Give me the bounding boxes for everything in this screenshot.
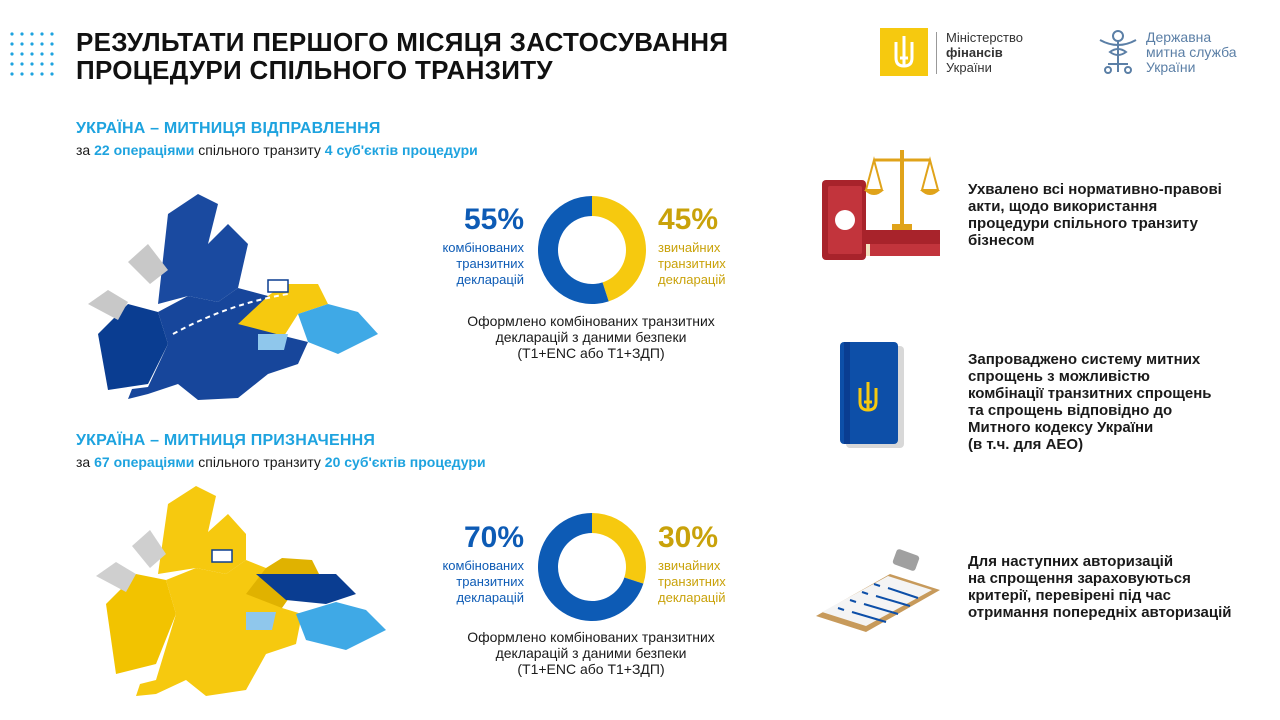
clipboard-checklist-icon [816, 549, 940, 632]
donut1-right-percent: 45% [658, 203, 719, 236]
dots-decoration-icon [10, 32, 54, 76]
customs-logo-line2: митна служба [1146, 44, 1237, 60]
donut2-right-percent: 30% [658, 521, 719, 554]
customs-logo-line3: України [1146, 59, 1196, 75]
item-authorizations-text: Для наступних авторизацій на спрощення з… [968, 553, 1232, 621]
state-customs-logo: Державна митна служба України [1096, 26, 1266, 80]
page-title: РЕЗУЛЬТАТИ ПЕРШОГО МІСЯЦЯ ЗАСТОСУВАННЯ П… [76, 28, 728, 84]
europe-map-blue-icon [88, 194, 378, 400]
trident-emblem-icon [880, 28, 928, 76]
donut1-caption: Оформлено комбінованих транзитних деклар… [467, 313, 715, 361]
donut1-left-label: комбінованих транзитних декларацій [442, 240, 524, 287]
donut-slice-regular [592, 196, 646, 302]
section-departure-title: УКРАЇНА – МИТНИЦЯ ВІДПРАВЛЕННЯ [76, 120, 381, 137]
europe-map-yellow-icon [96, 486, 386, 696]
law-books-scales-icon [822, 150, 940, 260]
donut2-left-label: комбінованих транзитних декларацій [442, 558, 524, 605]
ministry-finance-logo: Міністерство фінансів України [880, 28, 1050, 80]
customs-code-book-icon [840, 342, 904, 448]
ministry-logo-line2: фінансів [946, 45, 1003, 60]
section-destination-subtitle: за 67 операціями спільного транзиту 20 с… [76, 454, 486, 470]
section-departure-subtitle: за 22 операціями спільного транзиту 4 су… [76, 142, 478, 158]
donut-slice-combined [538, 513, 644, 621]
donut2-left-percent: 70% [463, 521, 524, 554]
donut1-left-percent: 55% [463, 203, 524, 236]
donut2-caption: Оформлено комбінованих транзитних деклар… [467, 629, 715, 677]
donut-slice-combined [538, 196, 609, 304]
donut-slice-regular [592, 513, 646, 584]
customs-logo-line1: Державна [1146, 29, 1212, 45]
section-destination-title: УКРАЇНА – МИТНИЦЯ ПРИЗНАЧЕННЯ [76, 432, 376, 449]
page-title-line2: ПРОЦЕДУРИ СПІЛЬНОГО ТРАНЗИТУ [76, 55, 553, 85]
customs-emblem-icon [1099, 30, 1137, 74]
donut-chart-destination [538, 513, 646, 621]
page-title-line1: РЕЗУЛЬТАТИ ПЕРШОГО МІСЯЦЯ ЗАСТОСУВАННЯ [76, 27, 729, 57]
donut2-right-label: звичайних транзитних декларацій [658, 558, 726, 605]
item-legal-acts-text: Ухвалено всі нормативно-правові акти, що… [968, 181, 1222, 249]
donut-chart-departure [538, 196, 646, 304]
ministry-logo-line3: України [946, 60, 992, 75]
ministry-logo-line1: Міністерство [946, 30, 1023, 45]
donut1-right-label: звичайних транзитних декларацій [658, 240, 726, 287]
item-simplifications-text: Запроваджено систему митних спрощень з м… [968, 351, 1212, 453]
